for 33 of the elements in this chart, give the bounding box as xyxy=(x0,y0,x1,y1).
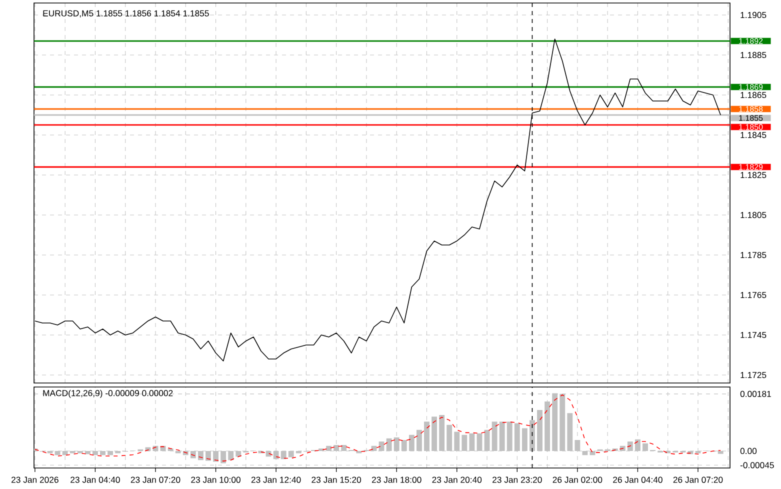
x-tick-label: 23 Jan 04:40 xyxy=(70,476,120,483)
x-tick-label: 23 Jan 12:40 xyxy=(251,476,301,483)
y-tick-label: 1.1845 xyxy=(740,132,766,138)
chart-title: MACD(12,26,9) -0.00009 0.00002 xyxy=(43,390,173,398)
text: EURUSD,M5 1.1855 1.1856 1.1854 1.1855 xyxy=(43,10,209,18)
x-tick-label: 23 Jan 15:20 xyxy=(312,476,362,483)
y-tick-label: 0.00 xyxy=(740,448,757,454)
y-tick-label: 1.1745 xyxy=(740,332,766,338)
x-tick-label: 23 Jan 10:00 xyxy=(191,476,240,483)
x-tick-label: 26 Jan 04:40 xyxy=(613,476,662,483)
ref-line-label: 1.1869 xyxy=(739,84,763,90)
y-tick-label: 1.1805 xyxy=(740,212,766,218)
y-tick-label: 1.1725 xyxy=(740,372,766,378)
ref-line-label: 1.1850 xyxy=(739,124,763,130)
x-tick-label: 26 Jan 07:20 xyxy=(673,476,723,483)
y-tick-label: 0.00181 xyxy=(740,390,771,397)
ref-line-label: 1.1892 xyxy=(739,38,763,44)
y-tick-label: 1.1785 xyxy=(740,252,766,258)
y-tick-label: 1.1905 xyxy=(740,12,766,18)
y-tick-label: 1.1825 xyxy=(740,172,766,178)
y-tick-label: 1.1865 xyxy=(740,92,766,98)
x-tick-label: 23 Jan 23:20 xyxy=(492,476,542,483)
x-tick-label: 23 Jan 07:20 xyxy=(130,476,180,483)
y-tick-label: -0.00045 xyxy=(740,462,774,468)
ref-line-label: 1.1829 xyxy=(739,164,763,170)
x-tick-label: 26 Jan 02:00 xyxy=(552,476,602,483)
x-tick-label: 23 Jan 2026 xyxy=(12,476,58,483)
ref-line-label: 1.1855 xyxy=(739,115,763,121)
y-tick-label: 1.1765 xyxy=(740,292,766,298)
x-tick-label: 23 Jan 18:00 xyxy=(372,476,422,483)
x-tick-label: 23 Jan 20:40 xyxy=(432,476,482,483)
y-tick-label: 1.1885 xyxy=(740,52,766,58)
ref-line-label: 1.1858 xyxy=(739,106,763,112)
